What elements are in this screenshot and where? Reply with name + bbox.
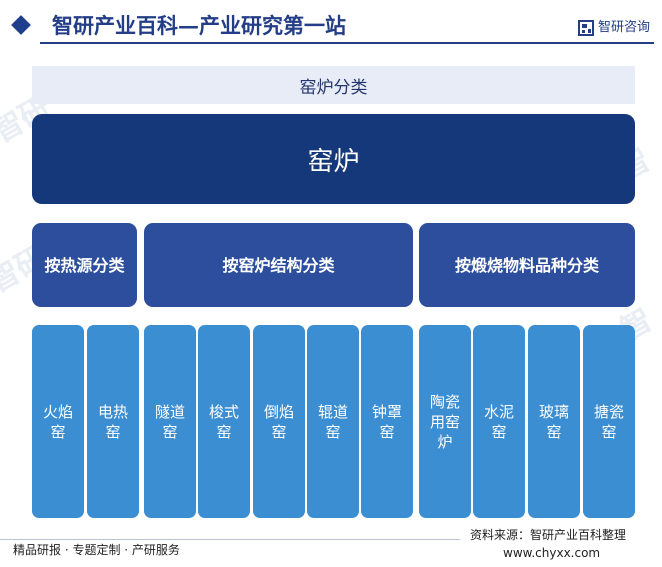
group-material: 按煅烧物料品种分类 — [419, 223, 635, 307]
footer-url: www.chyxx.com — [503, 546, 601, 560]
category-header: 窑炉分类 — [32, 66, 635, 104]
leaf-node: 梭式窑 — [198, 325, 250, 518]
leaf-node: 陶瓷用窑炉 — [419, 325, 471, 518]
brand-logo-icon — [578, 20, 594, 36]
footer-source: 资料来源：智研产业百科整理 — [470, 528, 627, 542]
leaf-node: 倒焰窑 — [253, 325, 305, 518]
leaf-node: 隧道窑 — [144, 325, 196, 518]
root-node: 窑炉 — [32, 114, 635, 204]
page-title: 智研产业百科—产业研究第一站 — [52, 13, 346, 38]
leaf-node: 搪瓷窑 — [583, 325, 635, 518]
footer-divider — [0, 539, 460, 540]
header-divider — [40, 42, 654, 44]
leaf-node: 火焰窑 — [32, 325, 84, 518]
leaf-node: 水泥窑 — [473, 325, 525, 518]
leaf-node: 电热窑 — [87, 325, 139, 518]
leaf-node: 辊道窑 — [307, 325, 359, 518]
brand-logo-text: 智研咨询 — [598, 20, 651, 35]
leaf-node: 钟罩窑 — [361, 325, 413, 518]
footer-tagline: 精品研报 · 专题定制 · 产研服务 — [13, 543, 180, 557]
header-diamond-icon — [11, 15, 31, 35]
group-heat-source: 按热源分类 — [32, 223, 137, 307]
group-structure: 按窑炉结构分类 — [144, 223, 413, 307]
leaf-node: 玻璃窑 — [528, 325, 580, 518]
